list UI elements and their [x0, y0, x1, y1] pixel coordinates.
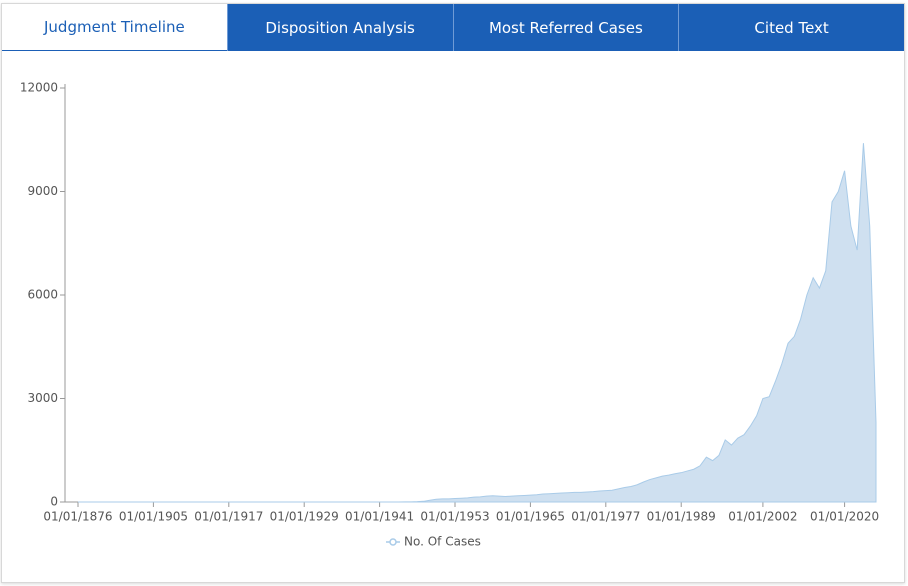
y-tick-label: 0 [50, 495, 58, 509]
x-tick-label: 01/01/1876 [43, 510, 112, 524]
tab[interactable]: Most Referred Cases [452, 4, 679, 51]
x-tick-label: 01/01/1917 [194, 510, 263, 524]
area [78, 143, 877, 503]
tab[interactable]: Disposition Analysis [226, 4, 453, 51]
y-tick-label: 12000 [20, 81, 58, 95]
x-tick-label: 01/01/1953 [420, 510, 489, 524]
y-tick-label: 6000 [27, 288, 58, 302]
x-tick-label: 01/01/1965 [496, 510, 565, 524]
x-tick-label: 01/01/1977 [571, 510, 640, 524]
x-tick-label: 01/01/1905 [119, 510, 188, 524]
x-tick-label: 01/01/1989 [647, 510, 716, 524]
tab-bar: Judgment Timeline Disposition Analysis Mos… [2, 4, 904, 51]
legend-marker [389, 538, 397, 546]
x-tick-label: 01/01/2002 [728, 510, 797, 524]
tab[interactable]: Judgment Timeline [2, 4, 227, 51]
x-tick-label: 01/01/1929 [270, 510, 339, 524]
y-tick-label: 3000 [27, 391, 58, 405]
x-tick-label: 01/01/1941 [345, 510, 414, 524]
y-tick-label: 9000 [27, 184, 58, 198]
panel: Judgment Timeline Disposition Analysis Mos… [1, 3, 905, 583]
legend-label: No. Of Cases [404, 535, 481, 549]
tab[interactable]: Cited Text [678, 4, 904, 51]
x-tick-label: 01/01/2020 [810, 510, 879, 524]
